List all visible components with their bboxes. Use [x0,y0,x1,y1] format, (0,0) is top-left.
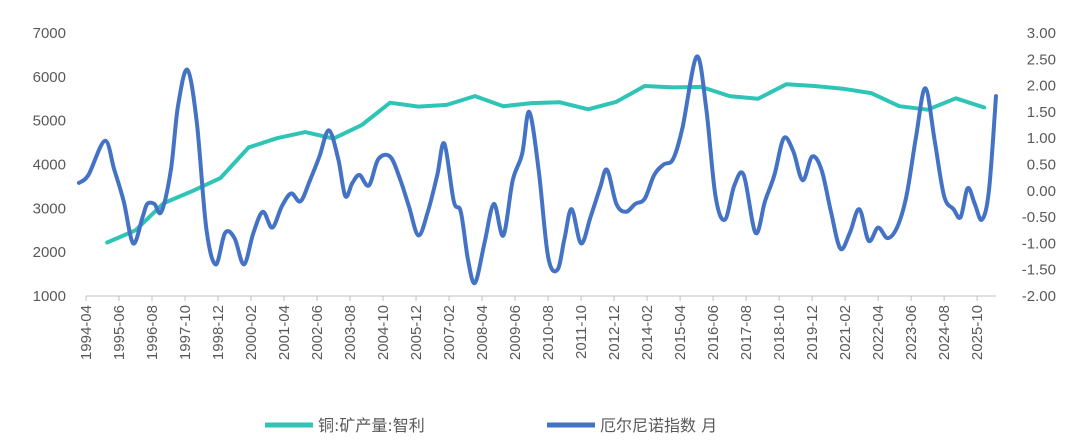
left-tick-label: 6000 [33,69,66,86]
x-tick-label: 1997-10 [177,305,194,360]
right-axis-labels: 3.00 2.50 2.00 1.50 1.00 0.50 0.00 -0.50 -1.00 -1… [1022,25,1056,305]
x-tick-label: 2009-06 [507,305,524,360]
x-tick-label: 2015-04 [672,305,689,360]
x-tick-label: 2001-04 [276,305,293,360]
x-tick-label: 2017-08 [738,305,755,360]
x-tick-label: 2014-02 [639,305,656,360]
x-tick-label: 2004-10 [375,305,392,360]
axes [85,295,996,301]
left-axis-labels: 7000 6000 5000 4000 3000 2000 1000 [33,25,66,305]
x-tick-label: 2011-10 [573,305,590,359]
right-tick-label: 1.00 [1027,130,1056,147]
x-tick-label: 2003-08 [342,305,359,360]
left-tick-label: 1000 [33,288,66,305]
x-tick-label: 2024-08 [936,305,953,360]
right-tick-label: 3.00 [1027,25,1056,42]
x-tick-label: 2022-04 [870,305,887,360]
right-tick-label: 0.50 [1027,157,1056,174]
x-tick-label: 1994-04 [78,305,95,360]
x-tick-label: 2010-08 [540,305,557,360]
x-tick-label: 2019-12 [804,305,821,360]
x-tick-label: 2012-12 [606,305,623,360]
left-tick-label: 7000 [33,25,66,42]
right-tick-label: -1.00 [1022,235,1056,252]
legend-label-enso: 厄尔尼诺指数 月 [600,416,717,435]
right-tick-label: 0.00 [1027,183,1056,200]
x-tick-label: 2021-02 [837,305,854,360]
right-tick-label: 1.50 [1027,104,1056,121]
right-tick-label: 2.00 [1027,78,1056,95]
x-tick-label: 1995-06 [111,305,128,360]
left-tick-label: 2000 [33,244,66,261]
legend: 铜:矿产量:智利 厄尔尼诺指数 月 [265,416,717,435]
x-tick-label: 2007-02 [441,305,458,360]
left-tick-label: 5000 [33,113,66,130]
x-axis-labels: 1994-04 1995-06 1996-08 1997-10 1998-12 2000-… [78,305,986,360]
right-tick-label: -2.00 [1022,288,1056,305]
series-lines [76,54,998,286]
x-tick-label: 1998-12 [210,305,227,360]
series-line-copper [105,82,987,245]
x-tick-label: 2005-12 [408,305,425,360]
x-tick-label: 2008-04 [474,305,491,360]
left-tick-label: 3000 [33,200,66,217]
legend-label-copper: 铜:矿产量:智利 [318,416,425,435]
x-tick-label: 2002-06 [309,305,326,360]
right-tick-label: -0.50 [1022,209,1056,226]
right-tick-label: 2.50 [1027,51,1056,68]
x-tick-label: 2018-10 [771,305,788,360]
left-tick-label: 4000 [33,157,66,174]
x-tick-label: 2000-02 [243,305,260,360]
x-tick-label: 1996-08 [144,305,161,360]
series-line-enso [76,54,998,286]
x-tick-label: 2023-06 [903,305,920,360]
x-tick-label: 2025-10 [969,305,986,360]
right-tick-label: -1.50 [1022,262,1056,279]
x-tick-label: 2016-06 [705,305,722,360]
